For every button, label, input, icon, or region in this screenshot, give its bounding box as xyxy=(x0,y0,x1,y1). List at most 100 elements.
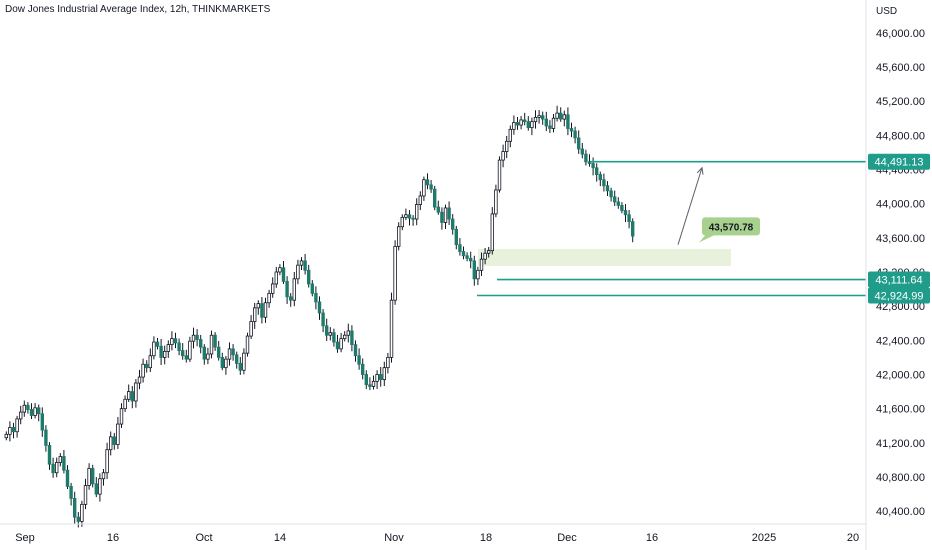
candle xyxy=(83,485,88,505)
candle xyxy=(623,210,628,216)
candle xyxy=(357,355,361,365)
candle xyxy=(137,376,142,384)
price-tick-label: 43,600.00 xyxy=(876,233,925,245)
price-tick-label: 45,600.00 xyxy=(876,62,925,74)
projection-layer xyxy=(677,166,704,245)
candle xyxy=(123,398,127,410)
candle xyxy=(270,283,275,294)
level-badge xyxy=(868,153,930,170)
candle xyxy=(116,423,120,445)
candle xyxy=(249,321,253,337)
candle xyxy=(198,339,203,348)
candle xyxy=(548,125,552,129)
candle xyxy=(616,201,620,206)
level-badge-label: 44,491.13 xyxy=(875,157,924,169)
level-badge xyxy=(868,287,930,304)
candle xyxy=(386,357,390,369)
candle xyxy=(65,469,70,487)
candle xyxy=(22,404,26,413)
candle xyxy=(432,188,437,208)
candle xyxy=(465,255,469,259)
candle xyxy=(587,161,592,164)
candle xyxy=(299,260,304,266)
candle xyxy=(73,497,77,518)
candle xyxy=(285,280,289,298)
candle xyxy=(306,269,311,285)
price-tick-label: 42,000.00 xyxy=(876,370,925,382)
price-tick-label: 42,800.00 xyxy=(876,301,925,313)
candle xyxy=(346,330,350,336)
candle xyxy=(324,325,329,336)
support-zone-layer xyxy=(478,248,731,267)
projection-arrowhead xyxy=(696,166,704,175)
candle xyxy=(364,374,368,386)
price-tick-label: 45,200.00 xyxy=(876,96,925,108)
candle xyxy=(173,338,178,344)
candle xyxy=(55,462,59,474)
time-tick-label: 16 xyxy=(107,532,119,544)
candle xyxy=(109,436,113,451)
candle xyxy=(328,332,332,336)
price-tick-label: 42,400.00 xyxy=(876,335,925,347)
candle xyxy=(371,380,376,387)
candle xyxy=(288,296,293,301)
candle xyxy=(152,341,156,357)
candle xyxy=(526,121,530,129)
price-tick-label: 40,400.00 xyxy=(876,506,925,518)
candle xyxy=(105,449,109,474)
candle xyxy=(29,409,34,416)
candle xyxy=(213,334,217,348)
time-tick-label: 16 xyxy=(646,532,658,544)
level-badge xyxy=(868,271,930,288)
candle xyxy=(202,346,206,360)
candle xyxy=(303,260,307,271)
candle xyxy=(148,355,152,369)
candle xyxy=(584,153,588,163)
candle xyxy=(483,252,487,260)
price-tick-label: 44,000.00 xyxy=(876,199,925,211)
currency-label[interactable]: USD xyxy=(876,6,898,17)
candle xyxy=(220,357,224,369)
candle xyxy=(127,391,131,400)
candle xyxy=(400,216,404,228)
candle xyxy=(458,244,462,252)
candle xyxy=(281,267,286,282)
candle xyxy=(523,119,527,123)
candle xyxy=(411,217,415,220)
candle xyxy=(342,334,347,340)
candle xyxy=(40,413,44,431)
candle xyxy=(620,204,624,211)
candle xyxy=(454,228,458,246)
time-tick-label: 2025 xyxy=(752,532,776,544)
candle xyxy=(472,260,476,280)
candle xyxy=(69,486,73,499)
candle xyxy=(98,478,102,495)
candle xyxy=(335,341,340,350)
price-callout-label: 43,570.78 xyxy=(709,222,754,233)
candle xyxy=(26,404,30,410)
time-tick-label: 20 xyxy=(847,532,859,544)
candle xyxy=(508,128,512,142)
candle xyxy=(267,292,271,304)
price-axis[interactable]: 40,400.00 40,800.00 41,200.00 41,600.00 42,0… xyxy=(876,28,925,518)
candle xyxy=(162,351,167,358)
candle xyxy=(414,204,419,220)
projection-arrow[interactable] xyxy=(677,167,703,245)
candle xyxy=(170,338,174,346)
candle xyxy=(605,185,610,192)
price-callout[interactable] xyxy=(702,217,760,236)
candle xyxy=(422,179,426,197)
price-tick-label: 41,600.00 xyxy=(876,404,925,416)
candle xyxy=(504,140,509,152)
candle xyxy=(627,214,631,222)
candle xyxy=(317,301,322,314)
candle xyxy=(256,303,260,309)
candle xyxy=(238,363,242,371)
time-tick-label: Oct xyxy=(195,532,212,544)
candle xyxy=(577,137,581,150)
candle xyxy=(389,299,394,358)
time-axis[interactable]: Sep 16 Oct 14 Nov 18 Dec 16 2025 20 xyxy=(15,532,859,544)
candle xyxy=(112,436,116,445)
candle xyxy=(541,115,545,120)
